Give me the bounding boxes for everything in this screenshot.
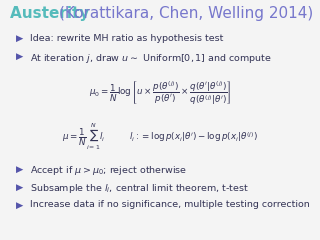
Text: $\blacktriangleright$: $\blacktriangleright$ xyxy=(14,164,26,175)
Text: $\blacktriangleright$: $\blacktriangleright$ xyxy=(14,34,26,44)
Text: Increase data if no significance, multiple testing correction: Increase data if no significance, multip… xyxy=(30,200,310,209)
Text: $\mu = \dfrac{1}{N} \sum_{i=1}^{N} l_i \qquad\quad l_i := \log p(x_i|\theta^{\pr: $\mu = \dfrac{1}{N} \sum_{i=1}^{N} l_i \… xyxy=(62,122,258,152)
Text: At iteration $j$, draw $u \sim$ Uniform$[0,1]$ and compute: At iteration $j$, draw $u \sim$ Uniform$… xyxy=(30,52,272,65)
Text: $\blacktriangleright$: $\blacktriangleright$ xyxy=(14,52,26,62)
Text: $\mu_0 = \dfrac{1}{N} \log \left[ u \times \dfrac{p(\theta^{(j)})}{p(\theta^{\pr: $\mu_0 = \dfrac{1}{N} \log \left[ u \tim… xyxy=(89,79,231,107)
Text: Austerity: Austerity xyxy=(10,6,94,21)
Text: Idea: rewrite MH ratio as hypothesis test: Idea: rewrite MH ratio as hypothesis tes… xyxy=(30,34,224,43)
Text: $\blacktriangleright$: $\blacktriangleright$ xyxy=(14,182,26,193)
Text: Accept if $\mu > \mu_0$; reject otherwise: Accept if $\mu > \mu_0$; reject otherwis… xyxy=(30,164,188,177)
Text: Subsample the $l_i$, central limit theorem, t-test: Subsample the $l_i$, central limit theor… xyxy=(30,182,249,195)
Text: (Korattikara, Chen, Welling 2014): (Korattikara, Chen, Welling 2014) xyxy=(59,6,314,21)
Text: $\blacktriangleright$: $\blacktriangleright$ xyxy=(14,200,26,211)
